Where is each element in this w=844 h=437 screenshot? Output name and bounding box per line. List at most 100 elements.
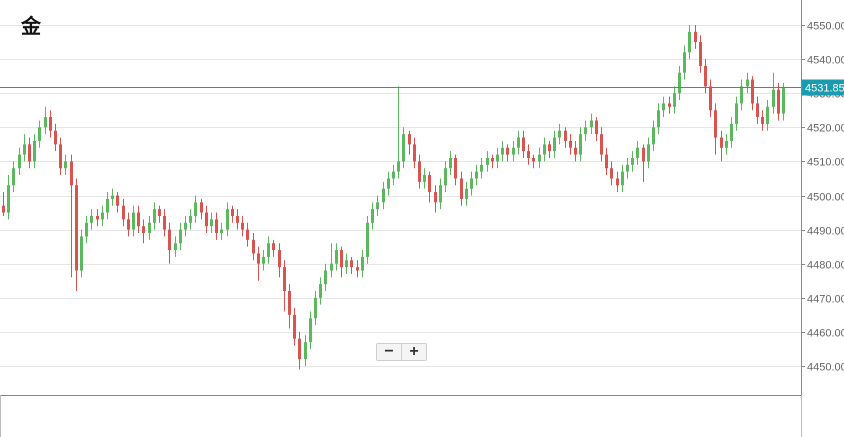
candle-body bbox=[454, 157, 457, 179]
candle-body bbox=[397, 161, 400, 172]
candle bbox=[298, 331, 301, 370]
candle-body bbox=[184, 222, 187, 230]
candle bbox=[636, 140, 639, 165]
candle-body bbox=[621, 171, 624, 186]
candle-body bbox=[595, 120, 598, 135]
candle bbox=[7, 175, 10, 220]
candle-body bbox=[54, 130, 57, 145]
candle bbox=[132, 205, 135, 237]
candle bbox=[605, 147, 608, 176]
candle bbox=[735, 96, 738, 131]
candle bbox=[70, 154, 73, 278]
candle-body bbox=[558, 130, 561, 138]
candle bbox=[350, 256, 353, 274]
candle bbox=[610, 161, 613, 186]
candle bbox=[564, 127, 567, 148]
candle-body bbox=[59, 144, 62, 169]
candle bbox=[288, 284, 291, 329]
candle bbox=[699, 35, 702, 73]
candle bbox=[657, 103, 660, 135]
candle-body bbox=[376, 202, 379, 210]
y-tick-label: 4520.00 bbox=[807, 123, 844, 135]
zoom-in-button[interactable]: + bbox=[401, 344, 426, 360]
candle-body bbox=[506, 147, 509, 155]
candle bbox=[220, 222, 223, 240]
candle bbox=[668, 96, 671, 114]
candle bbox=[44, 106, 47, 135]
candle bbox=[283, 260, 286, 312]
candles bbox=[2, 25, 785, 370]
candle-body bbox=[584, 127, 587, 135]
candle-body bbox=[189, 215, 192, 223]
candle bbox=[444, 161, 447, 193]
candle-body bbox=[382, 188, 385, 203]
candle bbox=[2, 192, 5, 216]
candle-body bbox=[257, 253, 260, 264]
candle bbox=[616, 171, 619, 193]
candle bbox=[532, 154, 535, 169]
candle-body bbox=[330, 263, 333, 271]
candle-body bbox=[220, 229, 223, 234]
candle-body bbox=[413, 144, 416, 162]
candle-body bbox=[709, 86, 712, 111]
candle-body bbox=[460, 178, 463, 199]
candle-body bbox=[631, 157, 634, 165]
candle bbox=[683, 45, 686, 80]
candle bbox=[600, 127, 603, 162]
candle bbox=[678, 65, 681, 101]
candle-body bbox=[215, 219, 218, 234]
candle-body bbox=[761, 117, 764, 124]
candle bbox=[449, 151, 452, 176]
candle bbox=[80, 229, 83, 278]
candle-body bbox=[153, 209, 156, 223]
candle bbox=[517, 130, 520, 155]
candle-body bbox=[387, 178, 390, 189]
candle-body bbox=[309, 318, 312, 343]
candle bbox=[18, 147, 21, 176]
candle bbox=[460, 171, 463, 206]
candle bbox=[23, 134, 26, 162]
candle bbox=[366, 215, 369, 264]
candle-body bbox=[569, 140, 572, 148]
candle-body bbox=[704, 65, 707, 87]
candle-body bbox=[652, 127, 655, 145]
candle-body bbox=[486, 157, 489, 165]
candle-body bbox=[605, 154, 608, 169]
candle bbox=[304, 335, 307, 366]
candle bbox=[106, 192, 109, 220]
candle-body bbox=[252, 239, 255, 254]
candle-body bbox=[657, 110, 660, 128]
candle bbox=[746, 72, 749, 94]
candle bbox=[137, 205, 140, 234]
candle-body bbox=[465, 188, 468, 199]
candle bbox=[158, 205, 161, 223]
candle bbox=[730, 117, 733, 148]
candle-body bbox=[106, 198, 109, 213]
candle bbox=[480, 157, 483, 179]
candle bbox=[714, 103, 717, 155]
candle-body bbox=[538, 154, 541, 162]
candle-body bbox=[64, 161, 67, 169]
candle bbox=[428, 171, 431, 203]
candle-body bbox=[402, 134, 405, 162]
candle bbox=[194, 195, 197, 223]
candle-body bbox=[340, 250, 343, 268]
candle-body bbox=[532, 157, 535, 162]
candle-body bbox=[418, 161, 421, 182]
grid bbox=[0, 25, 801, 367]
candle bbox=[766, 100, 769, 131]
zoom-controls: − + bbox=[376, 343, 427, 361]
y-tick-label: 4490.00 bbox=[807, 226, 844, 238]
candle bbox=[491, 154, 494, 169]
candle bbox=[413, 137, 416, 169]
candle bbox=[75, 178, 78, 291]
candle bbox=[662, 96, 665, 118]
candle-body bbox=[324, 270, 327, 285]
candle bbox=[309, 311, 312, 349]
candle bbox=[553, 130, 556, 158]
y-axis: 4450.00 4460.00 4470.00 4480.00 4490.00 4500.… bbox=[801, 21, 844, 374]
zoom-out-button[interactable]: − bbox=[384, 343, 394, 360]
candle bbox=[293, 308, 296, 346]
candle bbox=[709, 79, 712, 118]
